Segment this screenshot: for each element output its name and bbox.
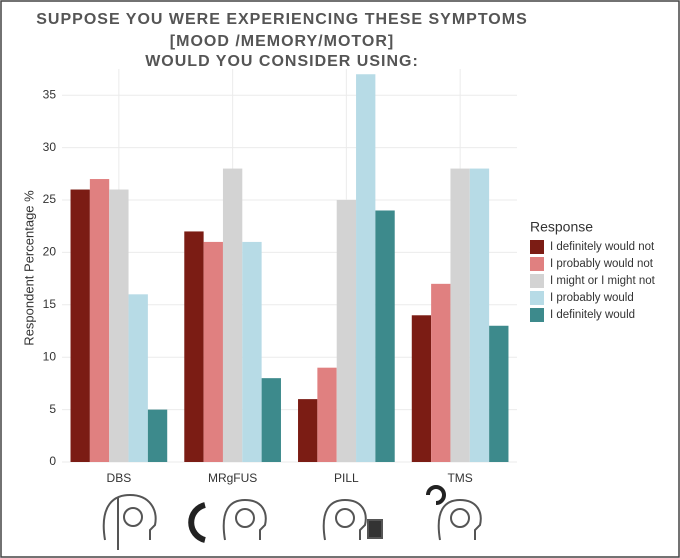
bar bbox=[317, 367, 337, 462]
bar bbox=[431, 283, 451, 462]
bar bbox=[261, 378, 281, 462]
tms-icon bbox=[426, 485, 482, 541]
mrgfus-icon bbox=[188, 498, 267, 543]
legend-label: I probably would bbox=[550, 292, 634, 304]
y-tick-label: 0 bbox=[49, 454, 56, 468]
bar bbox=[411, 315, 432, 462]
y-tick-label: 30 bbox=[43, 140, 57, 154]
legend-label: I definitely would not bbox=[550, 241, 655, 253]
legend-title: Response bbox=[530, 219, 593, 235]
legend-label: I probably would not bbox=[550, 258, 654, 270]
bar bbox=[450, 168, 470, 462]
bar bbox=[336, 200, 357, 462]
y-tick-label: 25 bbox=[43, 192, 57, 206]
bar bbox=[147, 409, 168, 462]
bar bbox=[469, 168, 490, 462]
legend-label: I definitely would bbox=[550, 309, 635, 321]
legend-swatch bbox=[530, 240, 544, 254]
y-tick-label: 15 bbox=[43, 297, 57, 311]
bar bbox=[356, 74, 376, 463]
bar bbox=[203, 241, 223, 462]
y-tick-label: 20 bbox=[43, 245, 57, 259]
bar bbox=[184, 231, 204, 462]
legend-swatch bbox=[530, 274, 544, 288]
x-tick-label: DBS bbox=[107, 471, 132, 485]
bar bbox=[89, 179, 110, 463]
bar bbox=[242, 241, 262, 462]
bar bbox=[375, 210, 395, 462]
legend-swatch bbox=[530, 291, 544, 305]
dbs-icon bbox=[102, 493, 157, 550]
bar bbox=[128, 294, 148, 462]
legend-label: I might or I might not bbox=[550, 275, 656, 287]
y-tick-label: 5 bbox=[49, 402, 56, 416]
legend-swatch bbox=[530, 257, 544, 271]
x-tick-label: MRgFUS bbox=[208, 471, 257, 485]
y-tick-label: 35 bbox=[43, 87, 57, 101]
bar bbox=[489, 325, 509, 462]
y-axis-label: Respondent Percentage % bbox=[21, 190, 36, 346]
bar bbox=[70, 189, 90, 462]
y-tick-label: 10 bbox=[43, 349, 57, 363]
bar bbox=[222, 168, 243, 462]
icons bbox=[102, 485, 482, 550]
chart-title: SUPPOSE YOU WERE EXPERIENCING THESE SYMP… bbox=[36, 11, 528, 28]
pill-icon bbox=[322, 498, 383, 541]
chart-title: [MOOD /MEMORY/MOTOR] bbox=[170, 33, 394, 50]
x-tick-label: PILL bbox=[334, 471, 359, 485]
x-tick-label: TMS bbox=[447, 471, 472, 485]
chart-title: WOULD YOU CONSIDER USING: bbox=[145, 53, 419, 70]
bar bbox=[109, 189, 129, 462]
legend-swatch bbox=[530, 308, 544, 322]
bar bbox=[298, 399, 318, 462]
